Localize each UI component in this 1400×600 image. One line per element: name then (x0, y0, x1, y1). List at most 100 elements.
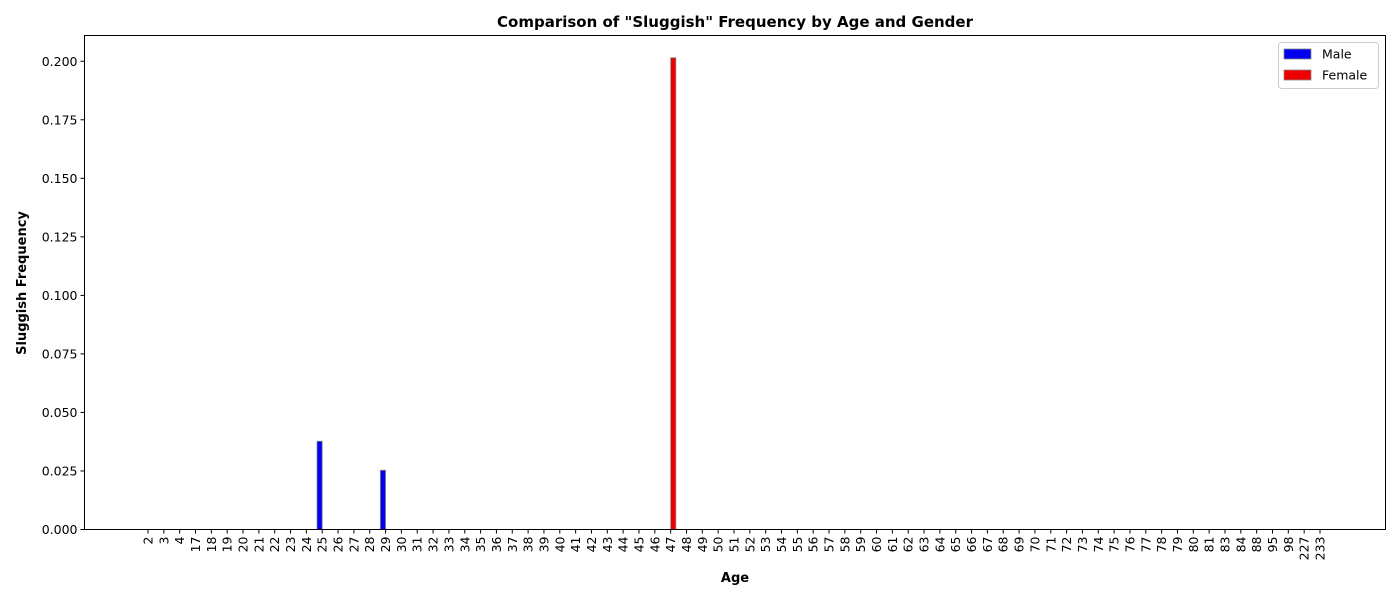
x-tick-label: 34 (457, 536, 472, 552)
legend-label-female: Female (1322, 68, 1368, 83)
x-tick-label: 36 (489, 536, 504, 552)
x-tick-label: 98 (1281, 536, 1296, 552)
bar-female-age-47 (670, 57, 677, 530)
y-tick-label: 0.175 (42, 112, 78, 127)
x-tick-label: 67 (980, 537, 995, 553)
x-tick-label: 46 (647, 536, 662, 552)
x-tick-label: 84 (1233, 536, 1248, 552)
x-tick-label: 37 (505, 537, 520, 553)
y-tick-label: 0.100 (42, 288, 78, 303)
y-axis-label: Sluggish Frequency (15, 211, 30, 355)
y-tick-label: 0.150 (42, 171, 78, 186)
x-tick-label: 233 (1313, 537, 1328, 561)
x-tick-label: 32 (426, 537, 441, 553)
x-tick-label: 61 (885, 537, 900, 553)
x-tick-label: 44 (616, 536, 631, 552)
chart-title: Comparison of "Sluggish" Frequency by Ag… (497, 13, 974, 31)
x-tick-label: 53 (758, 537, 773, 553)
x-tick-label: 47 (663, 537, 678, 553)
x-tick-label: 78 (1154, 536, 1169, 552)
x-tick-label: 35 (473, 537, 488, 553)
x-tick-label: 74 (1091, 536, 1106, 552)
x-tick-label: 30 (394, 536, 409, 552)
x-tick-label: 73 (1075, 537, 1090, 553)
x-tick-label: 19 (220, 536, 235, 552)
x-tick-label: 68 (996, 536, 1011, 552)
y-axis: 0.000 0.025 0.050 0.075 0.100 0.125 0.150 0.175… (42, 54, 85, 537)
plot-frame (84, 35, 1386, 530)
x-axis-label: Age (721, 571, 749, 586)
x-tick-label: 72 (1059, 537, 1074, 553)
x-tick-label: 76 (1122, 536, 1137, 552)
x-tick-label: 227 (1297, 537, 1312, 561)
x-tick-label: 62 (901, 537, 916, 553)
legend-label-male: Male (1322, 47, 1352, 62)
x-tick-label: 48 (679, 536, 694, 552)
x-tick-label: 57 (822, 537, 837, 553)
y-tick-label: 0.200 (42, 54, 78, 69)
x-tick-label: 54 (774, 536, 789, 552)
x-tick-label: 58 (837, 536, 852, 552)
legend-swatch-female (1283, 69, 1312, 81)
x-tick-label: 20 (236, 536, 251, 552)
x-tick-label: 75 (1107, 537, 1122, 553)
x-tick-label: 65 (948, 537, 963, 553)
x-tick-label: 22 (267, 537, 282, 553)
x-tick-label: 49 (695, 536, 710, 552)
x-tick-label: 83 (1217, 537, 1232, 553)
x-tick-label: 38 (521, 536, 536, 552)
x-tick-label: 27 (346, 537, 361, 553)
x-tick-label: 69 (1012, 536, 1027, 552)
x-tick-label: 39 (536, 536, 551, 552)
x-tick-label: 18 (204, 536, 219, 552)
x-tick-label: 25 (315, 537, 330, 553)
y-tick-label: 0.075 (42, 346, 78, 361)
legend: Male Female (1278, 42, 1379, 89)
x-tick-label: 43 (600, 537, 615, 553)
x-tick-label: 4 (172, 536, 187, 544)
y-tick-label: 0.125 (42, 229, 78, 244)
x-tick-label: 81 (1202, 537, 1217, 553)
x-tick-label: 59 (853, 536, 868, 552)
x-tick-label: 88 (1249, 536, 1264, 552)
x-tick-label: 26 (331, 536, 346, 552)
x-tick-label: 29 (378, 536, 393, 552)
x-tick-label: 70 (1027, 536, 1042, 552)
x-tick-label: 71 (1043, 537, 1058, 553)
x-tick-label: 42 (584, 537, 599, 553)
y-tick-label: 0.025 (42, 463, 78, 478)
x-tick-label: 95 (1265, 537, 1280, 553)
x-tick-label: 21 (251, 537, 266, 553)
x-tick-label: 50 (711, 536, 726, 552)
legend-swatch-male (1283, 48, 1312, 60)
x-tick-label: 52 (742, 537, 757, 553)
x-tick-label: 41 (568, 537, 583, 553)
x-tick-label: 77 (1138, 537, 1153, 553)
x-tick-label: 66 (964, 536, 979, 552)
bars (316, 57, 677, 530)
x-tick-label: 28 (362, 536, 377, 552)
x-tick-label: 60 (869, 536, 884, 552)
x-tick-label: 45 (631, 537, 646, 553)
y-tick-label: 0.000 (42, 522, 78, 537)
x-tick-label: 51 (727, 537, 742, 553)
x-tick-label: 80 (1186, 536, 1201, 552)
x-axis: 2 3 4 17 18 19 20 21 22 23 24 25 26 27 28 29 30 31 32 33 34 3… (141, 529, 1328, 561)
x-tick-label: 63 (917, 537, 932, 553)
x-tick-label: 2 (141, 537, 156, 545)
x-tick-label: 3 (156, 537, 171, 545)
x-tick-label: 55 (790, 537, 805, 553)
x-tick-label: 17 (188, 537, 203, 553)
x-tick-label: 79 (1170, 536, 1185, 552)
bar-male-age-25 (316, 440, 323, 530)
x-tick-label: 24 (299, 536, 314, 552)
x-tick-label: 64 (932, 536, 947, 552)
x-tick-label: 33 (441, 537, 456, 553)
x-tick-label: 31 (410, 537, 425, 553)
x-tick-label: 40 (552, 536, 567, 552)
x-tick-label: 56 (806, 536, 821, 552)
x-tick-label: 23 (283, 537, 298, 553)
y-tick-label: 0.050 (42, 405, 78, 420)
bar-male-age-29 (379, 469, 386, 530)
